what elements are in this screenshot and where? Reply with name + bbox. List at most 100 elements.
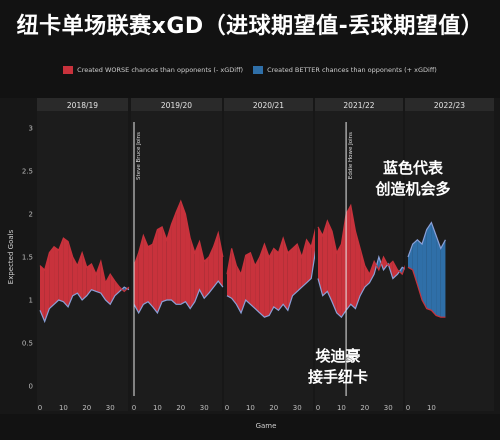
xgd-band-segment [327,220,333,302]
blue-note-line1: 蓝色代表 [382,159,443,177]
xgd-band-segment [176,201,181,305]
xgd-band-segment [422,229,427,309]
xgd-band-segment [292,244,298,296]
xgd-band-segment [245,252,251,305]
xgd-band-segment [255,257,260,313]
xgd-band-segment [311,226,316,279]
xgd-band-segment [336,244,342,318]
blue-note-line2: 创造机会多 [375,180,451,198]
xgd-band-segment [77,252,83,300]
y-tick-label: 0 [29,383,33,391]
xgd-band-segment [171,212,177,305]
season-header [37,98,128,111]
y-tick-label: 1.5 [22,254,33,262]
xgd-band-segment [346,205,351,311]
xgd-band-segment [364,265,370,288]
xgd-band-segment [143,235,149,305]
xgd-band-segment [322,220,328,296]
xgd-band-segment [278,238,284,311]
howe-note-line1: 埃迪豪 [315,347,361,365]
xgd-band-segment [297,244,302,292]
conceded-line [39,237,130,293]
x-tick-label: 20 [269,404,278,412]
xgd-band-segment [318,226,323,296]
conceded-line [407,266,446,318]
xgd-band-segment [264,244,270,318]
x-tick-label: 10 [153,404,162,412]
legend-swatch-worse [63,66,74,74]
season-header [131,98,222,111]
x-tick-label: 10 [59,404,68,412]
event-marker-label: Eddie Howe Joins [348,132,354,179]
event-marker-label: Steve Bruce Joins [136,132,142,180]
season-header [224,98,313,111]
xgd-band-segment [96,261,101,294]
xgd-band-segment [190,238,195,309]
x-tick-label: 0 [316,404,320,412]
x-tick-label: 30 [293,404,302,412]
y-tick-label: 3 [29,125,33,133]
x-axis-label: Game [256,422,277,430]
legend-swatch-better [253,66,264,74]
season-header [315,98,403,111]
xgd-band-segment [91,263,97,292]
xgd-band-segment [332,231,337,313]
x-tick-label: 10 [246,404,255,412]
xgd-band-segment [360,248,365,296]
xgd-band-segment [204,257,209,299]
season-label: 2022/23 [434,101,465,110]
season-label: 2018/19 [67,101,98,110]
x-tick-label: 20 [360,404,369,412]
xgd-band-segment [417,239,423,300]
y-axis-label: Expected Goals [7,229,15,284]
xgd-band-segment [199,241,205,299]
x-tick-label: 20 [176,404,185,412]
xgd-band-segment [431,222,437,316]
season-label: 2019/20 [161,101,192,110]
xgd-band-segment [369,261,375,283]
season-header [405,98,494,111]
conceded-line [226,226,317,276]
x-tick-label: 0 [406,404,410,412]
xgd-band-segment [166,224,172,300]
x-tick-label: 20 [82,404,91,412]
season-label: 2021/22 [343,101,374,110]
xgd-band-segment [208,246,214,294]
xgd-band-segment [162,226,167,302]
xgd-band-segment [138,235,144,313]
xgd-band-segment [350,205,356,309]
xgd-band-segment [287,248,293,311]
xgd-band-segment [218,232,223,288]
x-tick-label: 30 [200,404,209,412]
y-tick-label: 0.5 [22,340,33,348]
howe-note-line2: 接手纽卡 [307,368,368,386]
xgd-band-segment [408,244,413,270]
x-tick-label: 30 [106,404,115,412]
xgd-band-segment [63,238,69,307]
created-line [133,280,224,315]
legend-label-better: Created BETTER chances than opponents (+… [267,66,437,74]
created-line [226,248,317,318]
x-tick-label: 10 [337,404,346,412]
xgd-band-segment [40,265,45,322]
created-line [317,255,408,319]
xgd-band-segment [54,246,59,305]
xgd-band-segment [213,232,219,288]
xgd-band-segment [355,231,361,309]
xgd-band-segment [392,261,398,279]
xgd-band-segment [306,239,312,283]
y-tick-label: 2 [29,211,33,219]
y-tick-label: 2.5 [22,168,33,176]
xgd-band-segment [227,248,232,299]
legend-item-better: Created BETTER chances than opponents (+… [253,66,437,74]
legend-label-worse: Created WORSE chances than opponents (- … [77,66,244,74]
x-tick-label: 0 [225,404,229,412]
xgd-band-segment [273,248,279,311]
x-tick-label: 10 [427,404,436,412]
xgd-band-segment [152,229,158,313]
xgd-band-segment [180,201,186,305]
xgd-band-segment [49,246,55,309]
xgd-band-segment [194,241,200,302]
y-tick-label: 1 [29,297,33,305]
